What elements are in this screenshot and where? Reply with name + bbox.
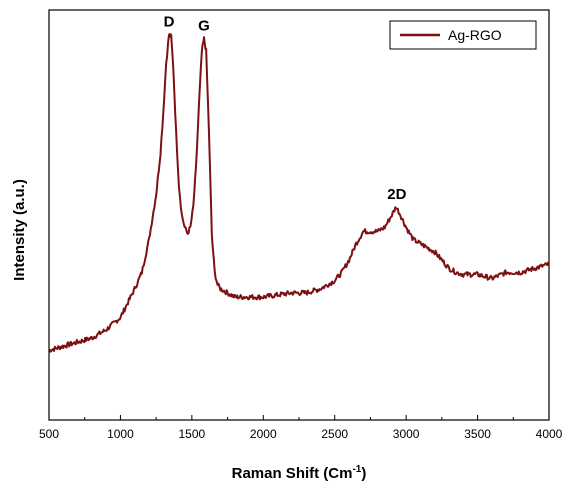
x-tick-label: 1500 (179, 427, 206, 441)
peak-label: 2D (387, 186, 406, 203)
peak-label: D (164, 14, 175, 31)
plot-frame (48, 9, 550, 421)
x-axis: 500 1000 1500 2000 2500 3000 3500 4000 (39, 415, 563, 441)
x-tick-label: 3000 (393, 427, 420, 441)
x-axis-title-close: ) (361, 465, 366, 482)
series-layer (48, 33, 550, 353)
annotation-layer: D G 2D (164, 14, 407, 203)
x-tick-label: 2000 (250, 427, 277, 441)
legend: Ag-RGO (389, 20, 537, 50)
peak-label: G (198, 18, 210, 35)
x-tick-label: 2500 (321, 427, 348, 441)
x-axis-title-main: Raman Shift (Cm (232, 465, 353, 482)
y-axis-title: Intensity (a.u.) (11, 179, 28, 281)
x-tick-label: 4000 (536, 427, 563, 441)
x-axis-title-superscript: -1 (352, 464, 361, 475)
legend-label: Ag-RGO (448, 27, 502, 43)
series-line (48, 33, 550, 353)
x-tick-label: 3500 (464, 427, 491, 441)
x-tick-label: 1000 (107, 427, 134, 441)
x-axis-title: Raman Shift (Cm-1) (232, 464, 367, 482)
x-tick-label: 500 (39, 427, 59, 441)
